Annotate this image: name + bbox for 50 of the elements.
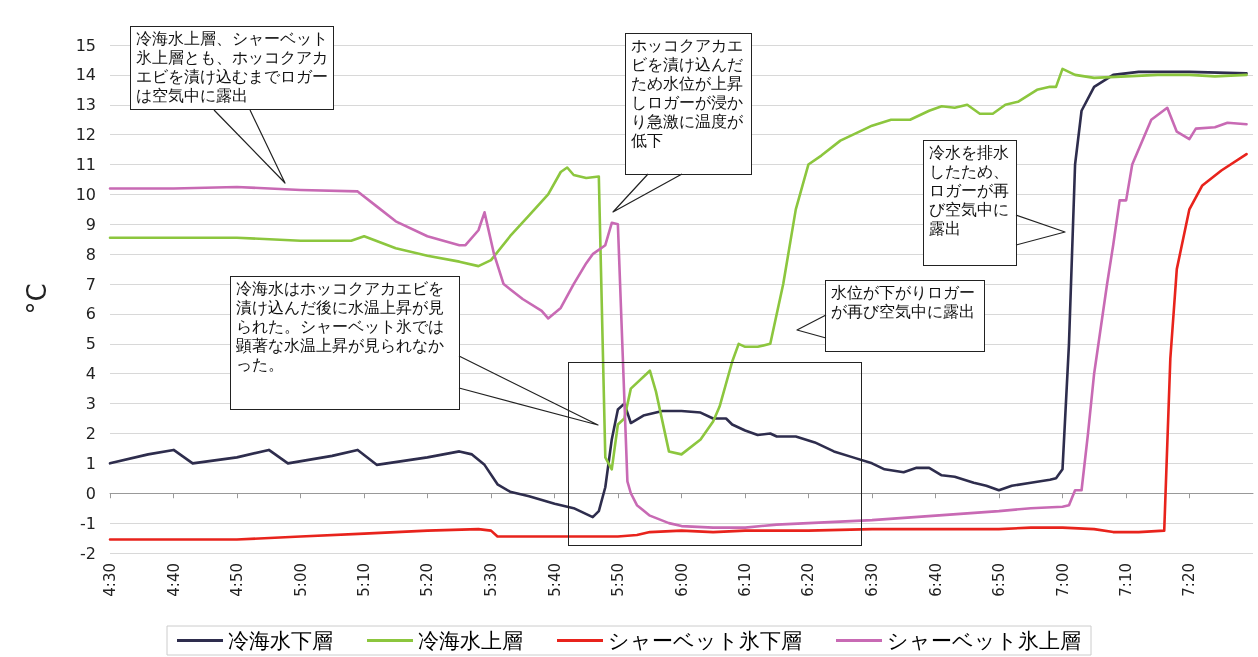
- annotation: 冷海水はホッコクアカエビを漬け込んだ後に水温上昇が見られた。シャーベット氷では顕著な水温上昇が見られなかった。: [230, 276, 460, 410]
- x-tick-label: 6:50: [989, 563, 1008, 597]
- x-tick-label: 6:30: [863, 563, 881, 597]
- x-tick-label: 4:30: [101, 563, 119, 597]
- callout: 冷水を排水したため、ロガーが再び空気中に露出: [923, 140, 1065, 266]
- x-tick-label: 7:10: [1117, 563, 1136, 597]
- annotation: 冷水を排水したため、ロガーが再び空気中に露出: [923, 140, 1017, 266]
- y-tick-label: -2: [80, 543, 96, 563]
- legend-label: シャーベット氷上層: [887, 628, 1081, 653]
- x-tick-label: 5:00: [291, 563, 310, 597]
- callout: ホッコクアカエビを漬け込んだため水位が上昇しロガーが浸かり急激に温度が低下: [613, 33, 752, 212]
- y-tick-label: -1: [80, 513, 96, 533]
- y-tick-label: 4: [85, 364, 96, 384]
- x-tick-label: 5:10: [355, 563, 374, 597]
- x-tick-label: 5:20: [418, 563, 437, 597]
- y-tick-label: 1: [85, 453, 96, 473]
- y-axis-title: °C: [22, 283, 52, 315]
- x-tick-label: 5:40: [545, 563, 564, 597]
- y-tick-label: 11: [75, 155, 96, 175]
- legend-label: 冷海水下層: [228, 628, 333, 653]
- legend-label: 冷海水上層: [418, 628, 523, 653]
- y-tick-label: 7: [85, 274, 96, 294]
- callout: 冷海水はホッコクアカエビを漬け込んだ後に水温上昇が見られた。シャーベット氷では顕著な水温上昇が見られなかった。: [230, 276, 598, 425]
- y-tick-label: 14: [75, 65, 96, 85]
- x-tick-label: 7:00: [1053, 563, 1072, 597]
- legend-label: シャーベット氷下層: [608, 628, 802, 653]
- y-tick-label: 9: [85, 214, 96, 234]
- x-tick-label: 5:30: [482, 563, 500, 597]
- x-tick-label: 6:00: [672, 563, 691, 597]
- y-tick-label: 3: [85, 394, 96, 414]
- x-tick-label: 6:40: [926, 563, 945, 597]
- y-tick-label: 2: [85, 423, 96, 443]
- y-tick-label: 0: [85, 483, 96, 503]
- x-tick-label: 4:40: [164, 563, 183, 597]
- callout: 水位が下がりロガーが再び空気中に露出: [797, 280, 985, 352]
- callout: 冷海水上層、シャーベット氷上層とも、ホッコクアカエビを漬け込むまでロガーは空気中に露出: [130, 26, 334, 183]
- y-tick-label: 13: [75, 95, 96, 115]
- y-tick-label: 15: [75, 35, 96, 55]
- y-tick-label: 5: [85, 334, 96, 354]
- annotation: ホッコクアカエビを漬け込んだため水位が上昇しロガーが浸かり急激に温度が低下: [625, 33, 752, 175]
- y-tick-label: 10: [75, 184, 96, 204]
- x-tick-label: 6:20: [799, 563, 818, 597]
- x-tick-label: 7:20: [1180, 563, 1199, 597]
- x-tick-label: 4:50: [227, 563, 246, 597]
- x-tick-label: 5:50: [608, 563, 627, 597]
- x-tick-label: 6:10: [736, 563, 755, 597]
- annotation: 冷海水上層、シャーベット氷上層とも、ホッコクアカエビを漬け込むまでロガーは空気中に露出: [130, 26, 334, 110]
- y-tick-label: 8: [85, 244, 96, 264]
- y-tick-label: 6: [85, 304, 96, 324]
- y-tick-label: 12: [75, 125, 96, 145]
